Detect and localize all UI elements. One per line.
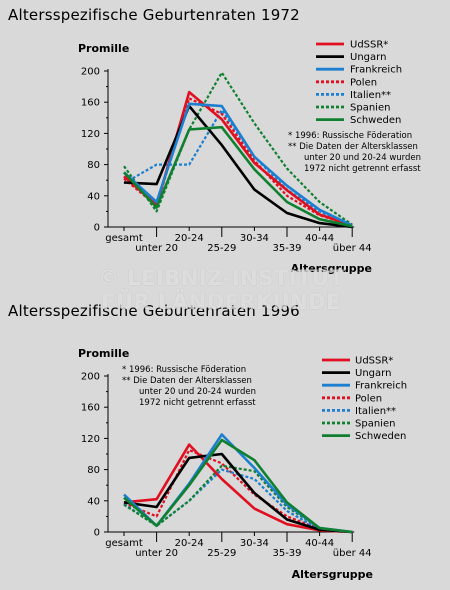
x-tick-label: 30-34: [240, 538, 269, 549]
series-line-ungarn: [123, 452, 353, 534]
footnote-line: ** Die Daten der Altersklassen: [122, 376, 252, 386]
chart-title-1972: Altersspezifische Geburtenraten 1972: [8, 6, 300, 24]
legend-label: Polen: [350, 77, 377, 88]
y-tick-label: 80: [87, 160, 100, 171]
legend-label: Polen: [355, 393, 382, 404]
x-axis-label: Altersgruppe: [291, 262, 372, 275]
y-tick-label: 200: [81, 372, 100, 383]
legend-label: Spanien: [350, 103, 390, 114]
y-tick-label: 40: [87, 496, 100, 507]
watermark-line-2: FÜR LÄNDERKUNDE: [101, 290, 342, 314]
footnote-line: ** Die Daten der Altersklassen: [288, 142, 418, 152]
x-tick-label: unter 20: [135, 548, 178, 559]
x-tick-label: 40-44: [305, 233, 334, 244]
x-tick-label: über 44: [333, 243, 372, 254]
y-axis-label: Promille: [78, 42, 129, 55]
footnote-line: 1972 nicht getrennt erfasst: [139, 398, 256, 408]
y-tick-label: 120: [81, 434, 100, 445]
x-tick-label: 20-24: [175, 538, 204, 549]
y-tick-label: 120: [81, 129, 100, 140]
x-tick-label: gesamt: [105, 538, 143, 549]
watermark: © LEIBNIZ-INSTITUT FÜR LÄNDERKUNDE: [98, 266, 344, 314]
x-tick-label: 35-39: [272, 243, 301, 254]
legend-label: Ungarn: [355, 368, 391, 379]
legend-label: Schweden: [355, 431, 406, 442]
x-tick-label: 20-24: [175, 233, 204, 244]
series-line-schweden: [123, 438, 353, 534]
legend-label: Italien**: [355, 406, 396, 417]
legend-label: UdSSR*: [350, 40, 388, 51]
footnotes: * 1996: Russische Föderation** Die Daten…: [122, 365, 256, 408]
footnote-line: * 1996: Russische Föderation: [122, 365, 246, 375]
y-tick-label: 200: [81, 67, 100, 78]
footnote-line: * 1996: Russische Föderation: [288, 131, 412, 141]
chart-title-1996: Altersspezifische Geburtenraten 1996: [8, 302, 300, 320]
footnote-line: unter 20 und 20-24 wurden: [304, 153, 421, 163]
watermark-line-1: © LEIBNIZ-INSTITUT: [98, 266, 345, 290]
legend-label: Spanien: [355, 419, 395, 430]
series-line-frankreich: [123, 102, 353, 227]
x-tick-label: über 44: [333, 548, 372, 559]
y-tick-label: 0: [94, 223, 100, 234]
series-line-udssr: [123, 443, 353, 534]
series-line-polen: [123, 449, 353, 534]
y-tick-label: 160: [81, 403, 100, 414]
y-axis-label: Promille: [78, 347, 129, 360]
legend-label: Italien**: [350, 90, 391, 101]
legend-label: UdSSR*: [355, 356, 393, 367]
y-tick-label: 40: [87, 191, 100, 202]
footnote-line: unter 20 und 20-24 wurden: [139, 387, 256, 397]
legend-label: Schweden: [350, 115, 401, 126]
x-tick-label: 30-34: [240, 233, 269, 244]
legend-label: Ungarn: [350, 52, 386, 63]
x-tick-label: 25-29: [207, 548, 236, 559]
x-tick-label: 25-29: [207, 243, 236, 254]
footnote-line: 1972 nicht getrennt erfasst: [304, 164, 421, 174]
y-tick-label: 160: [81, 98, 100, 109]
x-tick-label: 40-44: [305, 538, 334, 549]
footnotes: * 1996: Russische Föderation** Die Daten…: [288, 131, 421, 174]
series-line-schweden: [123, 125, 353, 228]
series-line-ungarn: [123, 104, 353, 229]
x-tick-label: 35-39: [272, 548, 301, 559]
y-tick-label: 0: [94, 528, 100, 539]
x-tick-label: gesamt: [105, 233, 143, 244]
legend-label: Frankreich: [350, 65, 402, 76]
x-tick-label: unter 20: [135, 243, 178, 254]
legend-label: Frankreich: [355, 381, 407, 392]
x-axis-label: Altersgruppe: [292, 568, 373, 581]
y-tick-label: 80: [87, 465, 100, 476]
